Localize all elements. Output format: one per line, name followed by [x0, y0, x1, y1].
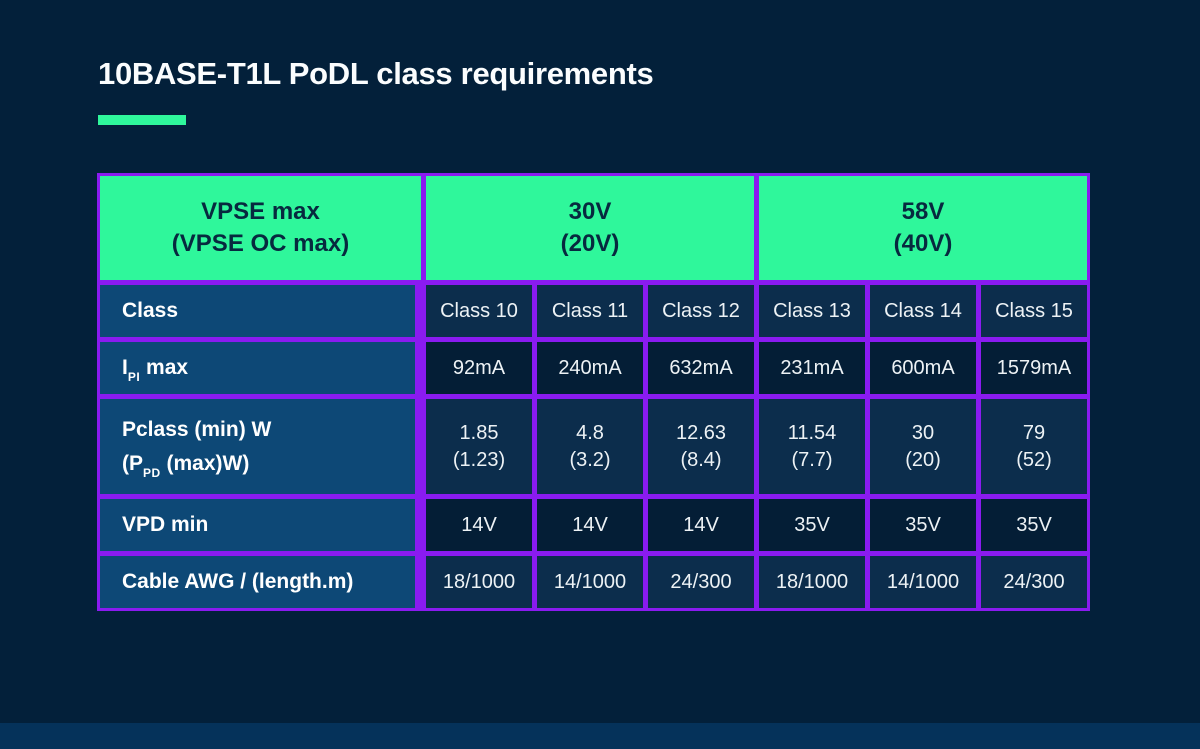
header-group-58v: 58V (40V) [759, 176, 1087, 280]
table-cell-ipi-1: 240mA [537, 342, 643, 394]
row-label-class-text: Class [122, 299, 179, 323]
pclass-5-max: (52) [1016, 448, 1052, 471]
table-cell-class-10: Class 10 [426, 285, 532, 337]
table-cell-class-12: Class 12 [648, 285, 754, 337]
table-cell-class-14: Class 14 [870, 285, 976, 337]
page-title: 10BASE-T1L PoDL class requirements [98, 56, 654, 91]
table-cell-cable-5: 24/300 [981, 556, 1087, 608]
pclass-label-post: (max)W) [160, 451, 250, 475]
pclass-2-min: 12.63 [675, 421, 727, 444]
table-cell-vpd-0: 14V [426, 499, 532, 551]
table-cell-cable-2: 24/300 [648, 556, 754, 608]
header-30v-line2: (20V) [560, 230, 620, 257]
pclass-label-line2: (PPD (max)W) [122, 447, 415, 481]
ipi-label-pre: I [122, 356, 128, 380]
row-label-ipi-max: IPI max [100, 342, 421, 394]
row-label-pclass: Pclass (min) W (PPD (max)W) [100, 399, 421, 494]
row-label-class: Class [100, 285, 421, 337]
pclass-4-min: 30 [911, 421, 935, 444]
table-cell-cable-3: 18/1000 [759, 556, 865, 608]
table-cell-pclass-5: 79 (52) [981, 399, 1087, 494]
table-cell-vpd-4: 35V [870, 499, 976, 551]
title-underline [98, 115, 186, 125]
header-vpse-max: VPSE max (VPSE OC max) [100, 176, 421, 280]
table-cell-class-11: Class 11 [537, 285, 643, 337]
table-cell-ipi-3: 231mA [759, 342, 865, 394]
pclass-3-min: 11.54 [787, 421, 837, 444]
table-cell-ipi-2: 632mA [648, 342, 754, 394]
table-cell-vpd-3: 35V [759, 499, 865, 551]
row-label-ipi-max-text: IPI max [122, 351, 415, 385]
ipi-label-post: max [140, 356, 189, 380]
pclass-4-max: (20) [905, 448, 941, 471]
pclass-5-min: 79 [1022, 421, 1046, 444]
pclass-1-min: 4.8 [576, 421, 604, 444]
table-cell-vpd-1: 14V [537, 499, 643, 551]
header-vpse-line1: VPSE max [201, 197, 320, 225]
podl-requirements-table: VPSE max (VPSE OC max) 30V (20V) 58V (40… [97, 173, 1090, 611]
header-30v-line1: 30V [568, 197, 612, 225]
table-cell-ipi-5: 1579mA [981, 342, 1087, 394]
header-58v-line1: 58V [901, 197, 945, 225]
pclass-label-pre: (P [122, 451, 143, 475]
pclass-1-max: (3.2) [569, 448, 611, 471]
ipi-label-subscript: PI [127, 370, 141, 385]
pclass-3-max: (7.7) [791, 448, 833, 471]
table-cell-pclass-1: 4.8 (3.2) [537, 399, 643, 494]
table-cell-pclass-3: 11.54 (7.7) [759, 399, 865, 494]
table-cell-pclass-2: 12.63 (8.4) [648, 399, 754, 494]
table-cell-vpd-5: 35V [981, 499, 1087, 551]
pclass-0-max: (1.23) [452, 448, 506, 471]
row-label-cable-awg-text: Cable AWG / (length.m) [122, 570, 354, 594]
row-label-cable-awg: Cable AWG / (length.m) [100, 556, 421, 608]
row-label-vpd-min: VPD min [100, 499, 421, 551]
table-cell-cable-1: 14/1000 [537, 556, 643, 608]
footer-strip [0, 723, 1200, 749]
table-cell-pclass-0: 1.85 (1.23) [426, 399, 532, 494]
table-cell-ipi-4: 600mA [870, 342, 976, 394]
header-58v-line2: (40V) [893, 230, 953, 257]
row-label-vpd-min-text: VPD min [122, 513, 209, 537]
header-vpse-line2: (VPSE OC max) [171, 230, 350, 257]
table-cell-vpd-2: 14V [648, 499, 754, 551]
table-cell-class-13: Class 13 [759, 285, 865, 337]
pclass-label-subscript: PD [143, 465, 161, 480]
pclass-2-max: (8.4) [680, 448, 722, 471]
table-cell-cable-4: 14/1000 [870, 556, 976, 608]
table-cell-pclass-4: 30 (20) [870, 399, 976, 494]
table-cell-cable-0: 18/1000 [426, 556, 532, 608]
table-cell-ipi-0: 92mA [426, 342, 532, 394]
pclass-0-min: 1.85 [459, 421, 499, 444]
header-group-30v: 30V (20V) [426, 176, 754, 280]
table-cell-class-15: Class 15 [981, 285, 1087, 337]
pclass-label-line1: Pclass (min) W [122, 417, 272, 441]
